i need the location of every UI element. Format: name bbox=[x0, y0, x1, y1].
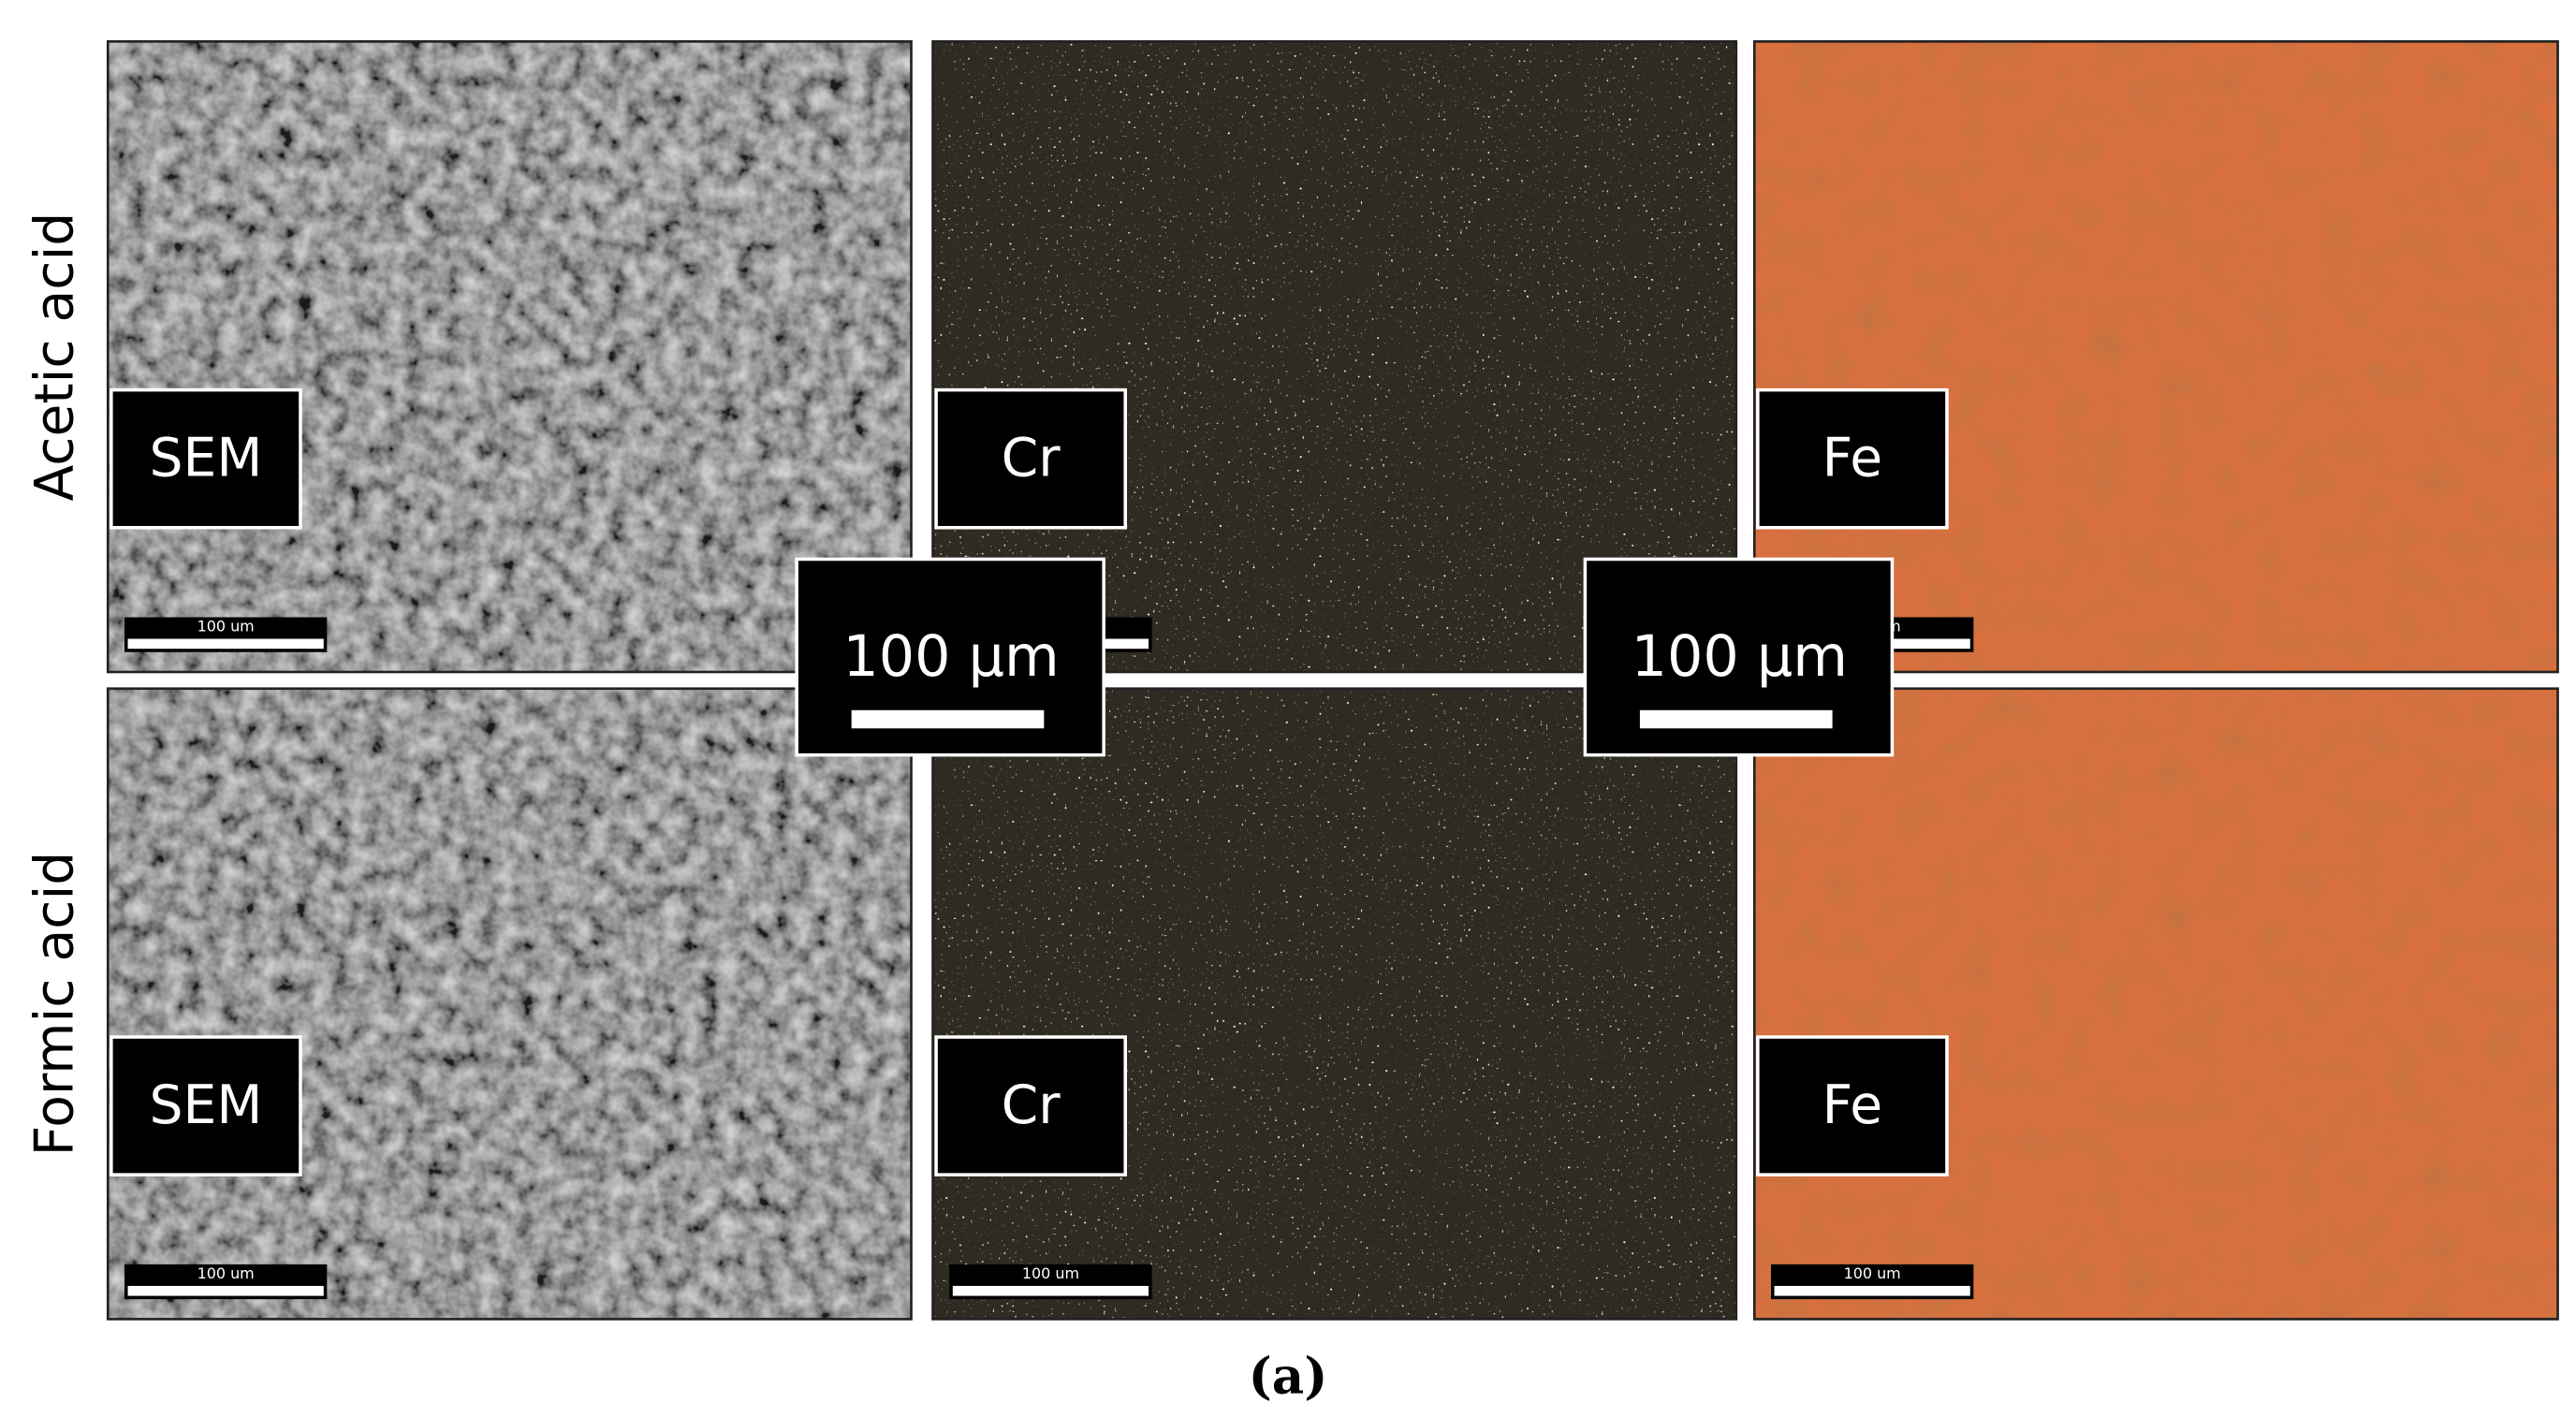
small-scale-bar bbox=[1774, 1285, 1970, 1296]
scale-bar bbox=[1639, 709, 1833, 729]
micrograph-border bbox=[931, 39, 1738, 674]
small-scale-label: 100 um bbox=[198, 618, 255, 635]
micrograph-border bbox=[106, 687, 913, 1321]
panel-label-box bbox=[1756, 1035, 1949, 1176]
row-label: Acetic acid bbox=[24, 212, 86, 502]
panel-label-box bbox=[934, 1035, 1127, 1176]
small-scale-label: 100 um bbox=[1022, 1264, 1079, 1282]
small-scale-label: 100 um bbox=[1844, 1264, 1901, 1282]
micrograph-border bbox=[1752, 39, 2559, 674]
micrograph-border bbox=[106, 39, 913, 674]
scale-bar bbox=[851, 709, 1045, 729]
panel-label: Cr bbox=[1002, 427, 1061, 489]
micrograph-texture bbox=[108, 688, 912, 1320]
scale-bar-label: 100 μm bbox=[1632, 624, 1848, 690]
small-scale-bar bbox=[127, 638, 324, 650]
micrograph-texture bbox=[1754, 688, 2558, 1320]
panel-label-box bbox=[110, 1035, 302, 1176]
panel-label: Fe bbox=[1822, 1074, 1882, 1136]
panel-label-box bbox=[934, 387, 1127, 530]
small-scale-bar bbox=[127, 1285, 324, 1296]
scale-bar-label: 100 μm bbox=[842, 624, 1059, 690]
row-label: Formic acid bbox=[24, 852, 86, 1157]
micrograph-border bbox=[1752, 687, 2559, 1321]
panel-label: Fe bbox=[1822, 427, 1882, 489]
panel-label: SEM bbox=[149, 427, 262, 489]
caption: (a) bbox=[1249, 1347, 1328, 1406]
panel-label: Cr bbox=[1002, 1074, 1061, 1136]
panel-label-box bbox=[110, 387, 302, 530]
panel-label-box bbox=[1756, 387, 1949, 530]
micrograph-texture bbox=[108, 41, 912, 672]
panel-label: SEM bbox=[149, 1074, 262, 1136]
small-scale-label: 100 um bbox=[198, 1264, 255, 1282]
micrograph-texture bbox=[932, 688, 1736, 1320]
micrograph-border bbox=[931, 687, 1738, 1321]
small-scale-bar bbox=[952, 1285, 1149, 1296]
